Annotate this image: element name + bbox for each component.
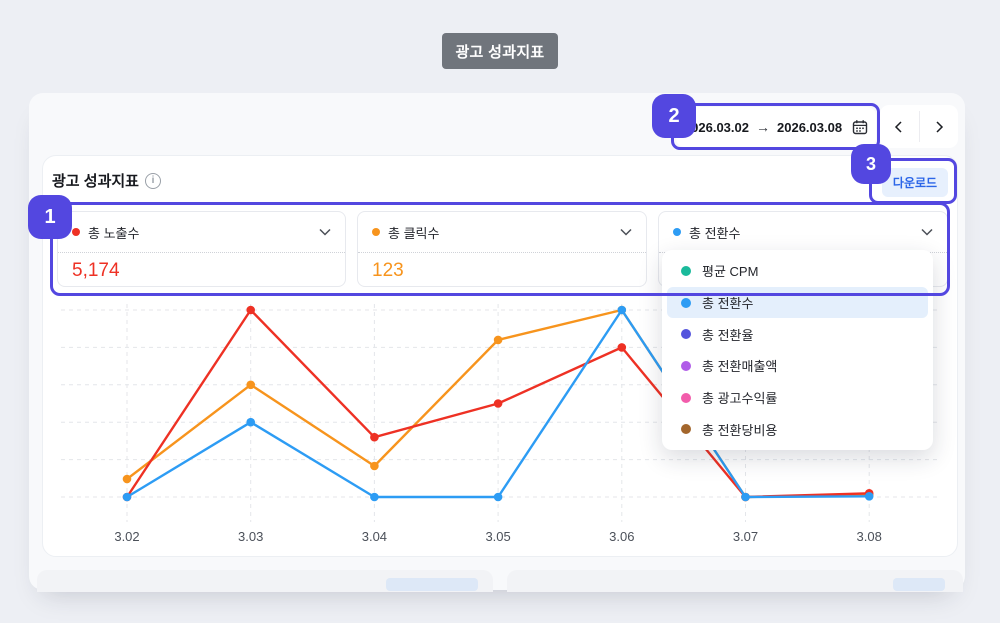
next-section-pill-right [893,578,945,591]
next-section-card-left [37,570,493,592]
date-pagination [880,105,958,148]
chevron-right-icon [932,120,946,134]
next-section-card-right [507,570,963,592]
metric-label: 총 전환수 [689,225,741,241]
date-range-arrow-icon: → [756,119,770,135]
svg-text:3.04: 3.04 [362,529,387,544]
dropdown-item-1[interactable]: 총 전환수 [667,286,928,319]
dropdown-item-label: 총 전환수 [702,296,754,311]
svg-text:3.07: 3.07 [733,529,758,544]
svg-text:3.02: 3.02 [114,529,139,544]
dropdown-item-label: 총 전환당비용 [702,422,778,438]
series-dot-blue-icon [673,228,681,236]
series-dot-orange-icon [372,228,380,236]
prev-date-button[interactable] [880,105,919,148]
metric-color-dot-icon [681,297,691,308]
date-start: 2026.03.02 [683,119,749,135]
metric-selector-conversions[interactable]: 총 전환수 [659,212,947,253]
svg-text:3.06: 3.06 [609,529,634,544]
metric-color-dot-icon [681,360,691,371]
chevron-down-icon [921,228,933,236]
calendar-icon[interactable] [852,119,868,135]
metric-color-dot-icon [681,424,691,435]
metric-label: 총 노출수 [88,225,140,241]
chevron-left-icon [892,120,906,134]
page-title-badge: 광고 성과지표 [442,33,558,69]
metric-card-clicks: 총 클릭수 123 [357,211,647,287]
metric-value: 5,174 [72,260,120,281]
dropdown-item-label: 총 전환매출액 [702,359,778,375]
chevron-down-icon [319,228,331,236]
info-icon[interactable]: i [144,172,161,189]
download-button[interactable]: 다운로드 [882,168,948,197]
panel-title-text: 광고 성과지표 [52,173,139,190]
svg-text:3.08: 3.08 [857,529,882,544]
dropdown-item-4[interactable]: 총 광고수익률 [667,382,928,414]
dropdown-item-label: 평균 CPM [702,264,759,280]
metric-selector-impressions[interactable]: 총 노출수 [58,212,345,253]
date-end: 2026.03.08 [777,119,843,135]
pagination-divider [918,111,920,142]
series-dot-red-icon [72,228,80,236]
dropdown-item-2[interactable]: 총 전환율 [667,318,928,350]
dropdown-item-3[interactable]: 총 전환매출액 [667,350,928,382]
svg-text:3.03: 3.03 [238,529,263,544]
dropdown-item-label: 총 광고수익률 [702,391,778,407]
panel-title: 광고 성과지표 i [52,170,161,191]
dropdown-item-0[interactable]: 평균 CPM [667,255,928,287]
metric-color-dot-icon [681,265,691,276]
metric-color-dot-icon [681,392,691,403]
metric-color-dot-icon [681,329,691,340]
chevron-down-icon [620,228,632,236]
next-date-button[interactable] [920,105,959,148]
metric-value: 123 [372,260,404,281]
dropdown-item-5[interactable]: 총 전환당비용 [667,413,928,445]
next-section-pill-left [386,578,478,591]
dropdown-item-label: 총 전환율 [702,327,754,343]
svg-text:3.05: 3.05 [485,529,510,544]
metric-label: 총 클릭수 [388,225,440,241]
metric-selector-clicks[interactable]: 총 클릭수 [358,212,646,253]
date-range-picker[interactable]: 2026.03.02 → 2026.03.08 [676,107,876,147]
metric-card-impressions: 총 노출수 5,174 [57,211,346,287]
